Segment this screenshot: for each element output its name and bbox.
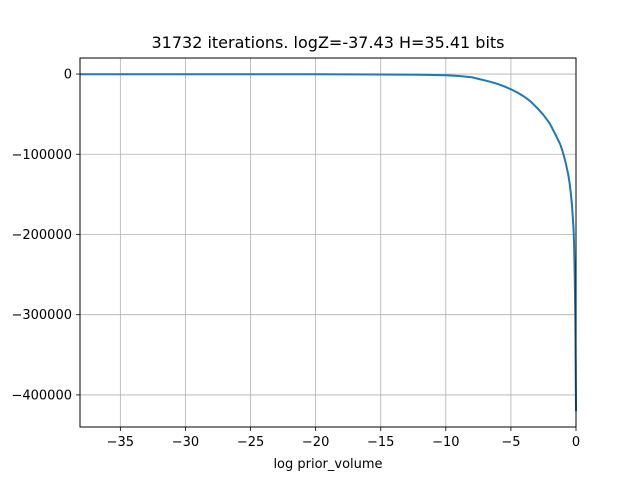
x-tick-label: −35 [107,435,134,450]
y-tick-label: −100000 [11,148,72,163]
x-tick-label: −30 [172,435,199,450]
x-tick-label: −25 [237,435,264,450]
y-tick-label: 0 [64,68,72,83]
x-tick-label: 0 [572,435,580,450]
x-tick-label: −10 [432,435,459,450]
y-tick-label: −300000 [11,308,72,323]
y-tick-label: −400000 [11,388,72,403]
y-tick-label: −200000 [11,228,72,243]
x-axis: −35 −30 −25 −20 −15 −10 −5 0 [107,427,580,450]
plot-frame [79,57,577,428]
x-tick-label: −20 [302,435,329,450]
series-layer [80,73,577,411]
y-axis: 0 −100000 −200000 −300000 −400000 [11,68,80,403]
x-axis-label: log prior_volume [273,457,382,472]
plot-area-background [80,58,576,427]
series-line [80,73,577,411]
x-tick-label: −5 [501,435,520,450]
chart-title: 31732 iterations. logZ=-37.43 H=35.41 bi… [151,33,504,52]
x-tick-label: −15 [367,435,394,450]
